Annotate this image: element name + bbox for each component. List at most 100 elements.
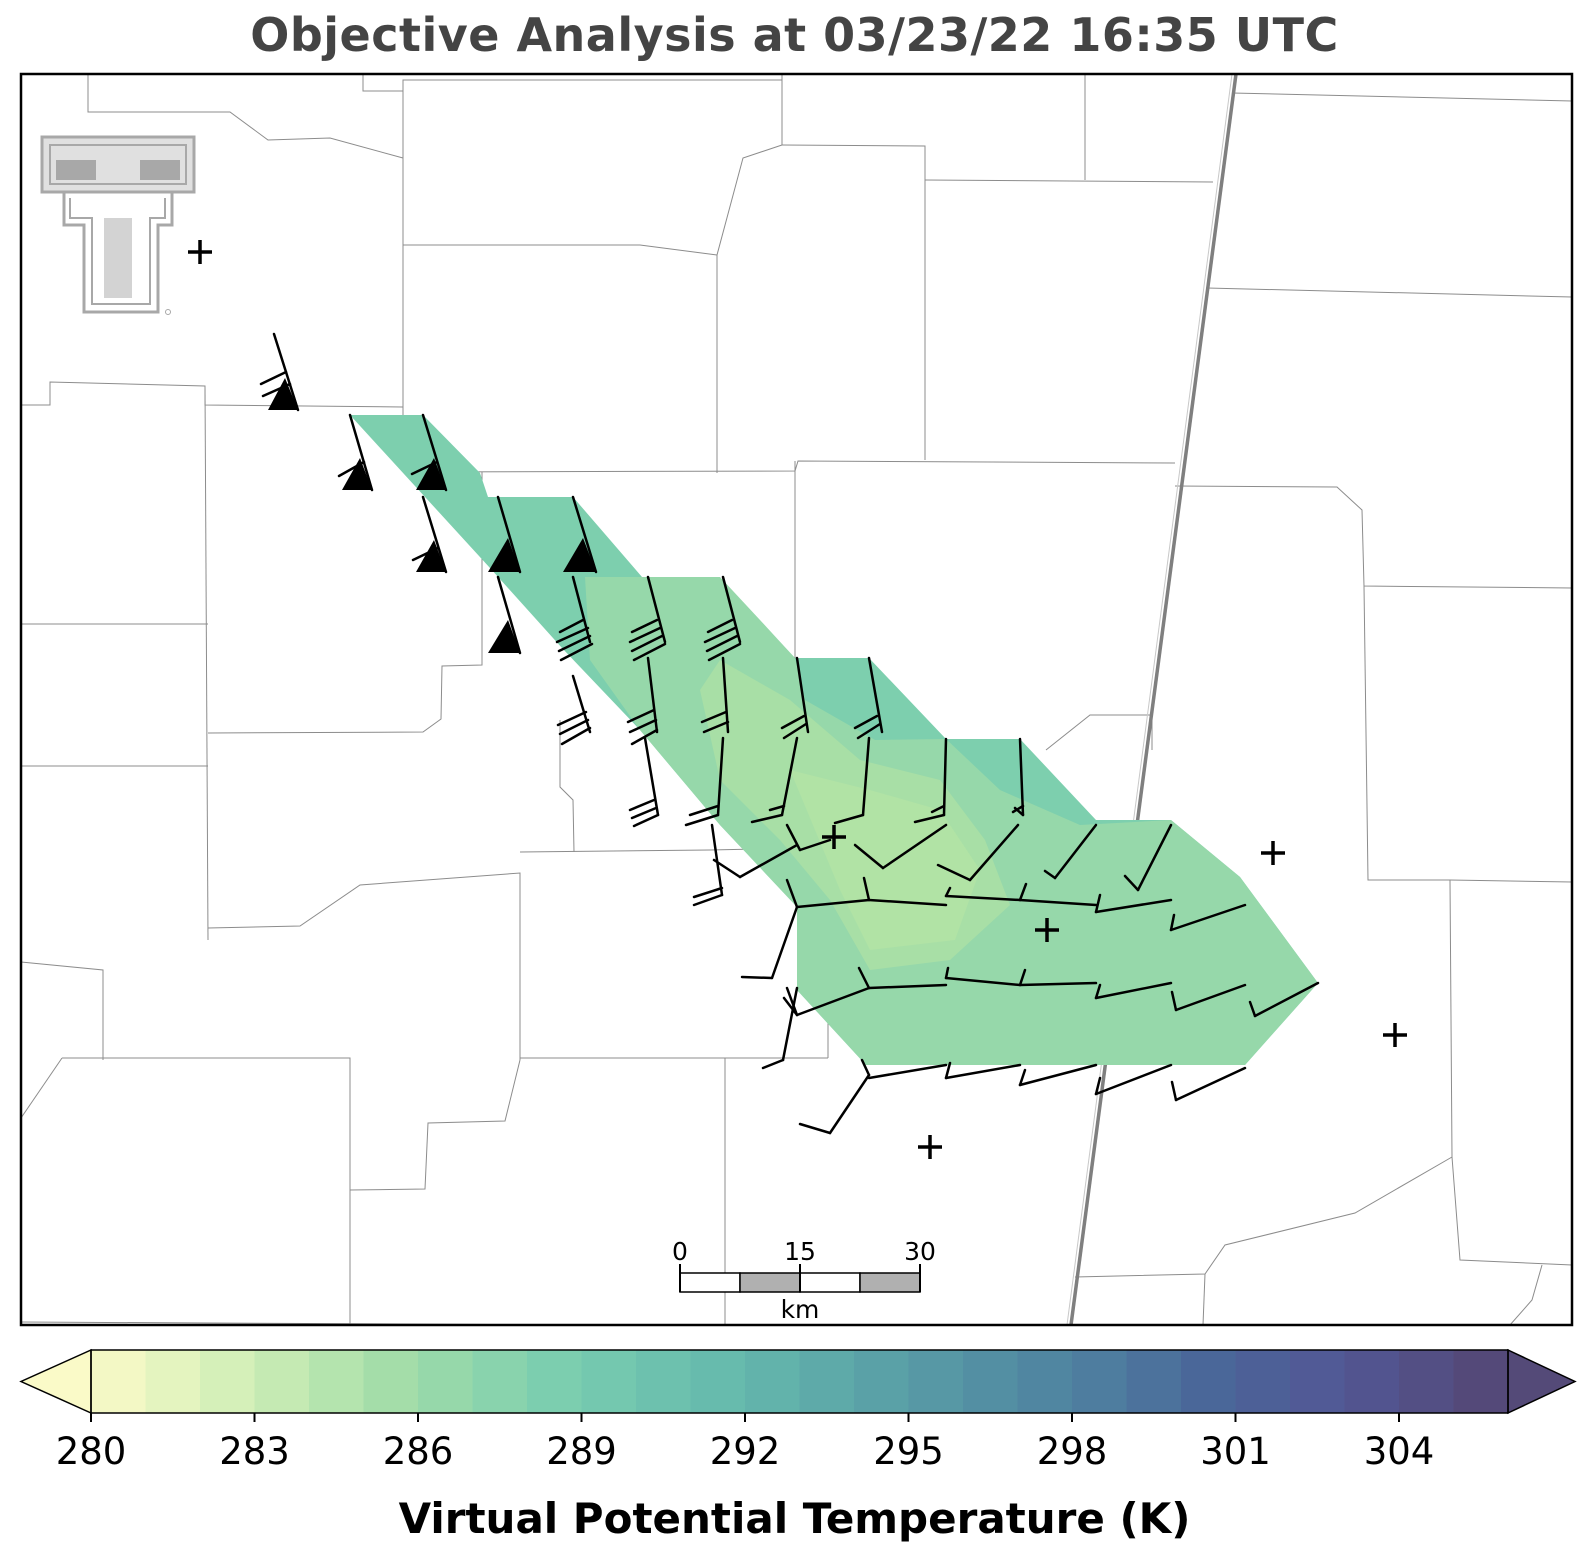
wind-barb bbox=[780, 656, 810, 740]
colorbar-label: Virtual Potential Temperature (K) bbox=[398, 1494, 1191, 1543]
wind-barb bbox=[944, 966, 1022, 987]
map-title: Objective Analysis at 03/23/22 16:35 UTC bbox=[250, 8, 1339, 62]
map-frame bbox=[19, 72, 1574, 1327]
wind-barb bbox=[488, 575, 522, 655]
wind-barb bbox=[712, 843, 799, 879]
scale-bar: 0 15 30 km bbox=[672, 1237, 936, 1324]
colorbar-cell bbox=[745, 1350, 801, 1413]
wind-barb bbox=[936, 823, 1020, 882]
wind-barb bbox=[1018, 968, 1098, 987]
colorbar-cells bbox=[91, 1350, 1509, 1413]
texas-tech-double-t-logo bbox=[40, 135, 196, 315]
colorbar-cell bbox=[1290, 1350, 1346, 1413]
colorbar-tick-label: 283 bbox=[219, 1430, 290, 1473]
wind-barb bbox=[703, 575, 742, 662]
colorbar-cell bbox=[1344, 1350, 1400, 1413]
wind-barb bbox=[1123, 823, 1173, 892]
colorbar-cell bbox=[91, 1350, 147, 1413]
colorbar-cell bbox=[1072, 1350, 1128, 1413]
colorbar-cell bbox=[908, 1350, 964, 1413]
colorbar-cell bbox=[527, 1350, 583, 1413]
wind-barb bbox=[700, 656, 730, 734]
wind-barb bbox=[1170, 983, 1247, 1012]
wind-barb bbox=[410, 413, 448, 492]
wind-barbs bbox=[259, 332, 1320, 1135]
colorbar-tick-label: 292 bbox=[710, 1430, 781, 1473]
wind-barb bbox=[867, 1063, 948, 1080]
colorbar-tick-label: 304 bbox=[1364, 1430, 1435, 1473]
scale-label-0: 0 bbox=[672, 1237, 688, 1266]
colorbar-cell bbox=[418, 1350, 474, 1413]
wind-barb bbox=[556, 674, 592, 746]
colorbar-cell bbox=[1017, 1350, 1073, 1413]
colorbar-cell bbox=[145, 1350, 201, 1413]
wind-barb bbox=[555, 575, 594, 662]
wind-barb bbox=[1094, 981, 1173, 1000]
colorbar-cell bbox=[1453, 1350, 1509, 1413]
colorbar-cell bbox=[1399, 1350, 1455, 1413]
station-marker bbox=[1261, 841, 1285, 865]
station-marker bbox=[822, 825, 846, 849]
colorbar-cell bbox=[581, 1350, 637, 1413]
wind-barb bbox=[750, 736, 799, 824]
wind-barb bbox=[944, 886, 1022, 902]
wind-barb bbox=[1094, 893, 1173, 914]
colorbar-cell bbox=[309, 1350, 365, 1413]
colorbar-cell bbox=[690, 1350, 746, 1413]
wind-barb bbox=[488, 495, 522, 574]
wind-barb bbox=[259, 332, 300, 412]
scale-unit: km bbox=[781, 1295, 820, 1324]
wind-barb bbox=[1094, 1063, 1173, 1096]
wind-barb bbox=[798, 1058, 871, 1135]
colorbar-frame bbox=[90, 1349, 1509, 1414]
station-markers bbox=[188, 240, 1407, 1159]
colorbar-cell bbox=[472, 1350, 528, 1413]
colorbar-tick-label: 301 bbox=[1200, 1430, 1271, 1473]
wind-barb bbox=[833, 736, 871, 825]
wind-barb bbox=[795, 876, 948, 909]
wind-barb bbox=[944, 1061, 1022, 1080]
colorbar-tick-label: 286 bbox=[383, 1430, 454, 1473]
wind-barb bbox=[853, 823, 948, 870]
wind-barb bbox=[563, 495, 598, 574]
wind-barb bbox=[1169, 903, 1247, 932]
colorbar-cell bbox=[963, 1350, 1019, 1413]
wind-barb bbox=[785, 823, 832, 852]
wind-barb bbox=[782, 966, 948, 1017]
colorbar-cell bbox=[363, 1350, 419, 1413]
analysis-contour-field bbox=[350, 415, 1318, 1065]
colorbar-cell bbox=[854, 1350, 910, 1413]
wind-barb bbox=[1018, 882, 1098, 907]
colorbar-cell bbox=[200, 1350, 256, 1413]
colorbar-ticks: 280 283 286 289 292 295 298 301 304 bbox=[56, 1413, 1435, 1473]
scale-label-15: 15 bbox=[784, 1237, 816, 1266]
wind-barb bbox=[761, 986, 799, 1070]
state-boundary bbox=[1066, 74, 1238, 1325]
wind-barb bbox=[1043, 823, 1098, 880]
wind-barb bbox=[411, 495, 448, 574]
colorbar-cell bbox=[1181, 1350, 1237, 1413]
wind-barb bbox=[1018, 1063, 1098, 1087]
wind-barb bbox=[853, 656, 884, 740]
colorbar-cell bbox=[636, 1350, 692, 1413]
colorbar-cell bbox=[799, 1350, 855, 1413]
station-marker bbox=[1035, 918, 1059, 942]
wind-barb bbox=[913, 737, 948, 824]
wind-barb bbox=[337, 413, 374, 492]
colorbar: 280 283 286 289 292 295 298 301 304 bbox=[19, 1348, 1577, 1473]
wind-barb bbox=[740, 878, 799, 980]
colorbar-cell bbox=[1235, 1350, 1291, 1413]
colorbar-cell bbox=[254, 1350, 310, 1413]
wind-barb bbox=[1011, 737, 1025, 817]
station-marker bbox=[1383, 1023, 1407, 1047]
colorbar-tick-label: 289 bbox=[546, 1430, 617, 1473]
wind-barb bbox=[628, 736, 660, 828]
station-marker bbox=[918, 1135, 942, 1159]
colorbar-cell bbox=[1126, 1350, 1182, 1413]
wind-barb bbox=[1170, 1066, 1247, 1102]
colorbar-tick-label: 280 bbox=[56, 1430, 127, 1473]
wind-barb bbox=[628, 575, 667, 662]
wind-barb bbox=[1248, 981, 1320, 1018]
county-boundaries bbox=[21, 74, 1572, 1325]
